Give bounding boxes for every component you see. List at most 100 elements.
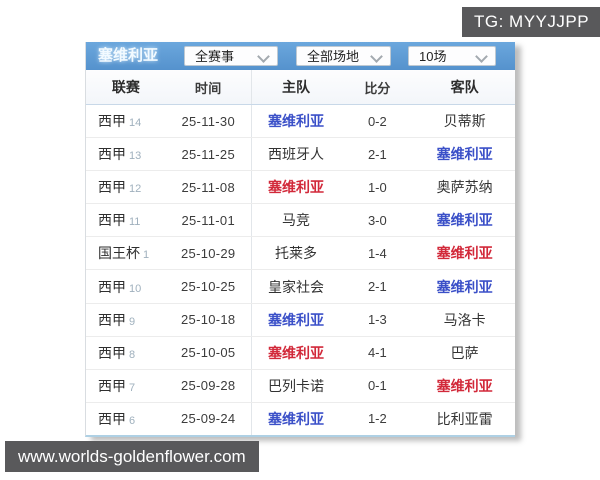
date-cell: 25-10-29 xyxy=(181,245,236,261)
away-team-cell: 塞维利亚 xyxy=(414,210,515,230)
away-team-name: 塞维利亚 xyxy=(436,377,493,394)
away-team-name: 马洛卡 xyxy=(443,311,486,328)
column-header-home: 主队 xyxy=(250,70,341,104)
league-name: 西甲 xyxy=(98,278,126,295)
home-team-cell: 塞维利亚 xyxy=(250,105,341,138)
league-cell: 西甲 11 xyxy=(86,210,166,230)
league-cell: 西甲 10 xyxy=(86,277,166,297)
home-team-name: 皇家社会 xyxy=(268,278,325,295)
score-cell: 0-1 xyxy=(367,378,387,394)
toolbar: 塞维利亚 全赛事 全部场地 10场 xyxy=(86,42,515,70)
league-round: 7 xyxy=(129,381,136,394)
dropdown-venue-value: 全部场地 xyxy=(307,49,360,64)
tg-badge: TG: MYYJJPP xyxy=(462,7,600,37)
home-team-name: 塞维利亚 xyxy=(268,410,325,427)
home-team-cell: 巴列卡诺 xyxy=(250,369,341,402)
table-body: 西甲 14 25-11-30 塞维利亚 0-2 贝蒂斯 西甲 13 25-11-25 西班牙人 2-… xyxy=(86,105,515,435)
score-cell: 2-1 xyxy=(367,146,387,162)
league-name: 西甲 xyxy=(98,344,126,361)
league-round: 11 xyxy=(129,216,141,229)
chevron-down-icon xyxy=(257,50,270,63)
table-row: 西甲 7 25-09-28 巴列卡诺 0-1 塞维利亚 xyxy=(86,369,515,403)
table-row: 西甲 14 25-11-30 塞维利亚 0-2 贝蒂斯 xyxy=(86,105,515,139)
date-cell: 25-11-25 xyxy=(181,146,235,162)
table-row: 西甲 8 25-10-05 塞维利亚 4-1 巴萨 xyxy=(86,336,515,370)
league-cell: 西甲 14 xyxy=(86,111,166,131)
home-team-name: 巴列卡诺 xyxy=(268,377,325,394)
home-team-name: 西班牙人 xyxy=(268,146,325,163)
table-row: 西甲 11 25-11-01 马竞 3-0 塞维利亚 xyxy=(86,204,515,238)
dropdown-venue[interactable]: 全部场地 xyxy=(296,46,391,66)
home-team-name: 马竞 xyxy=(282,212,311,229)
home-team-cell: 皇家社会 xyxy=(250,270,341,303)
away-team-cell: 贝蒂斯 xyxy=(414,111,515,131)
score-cell: 4-1 xyxy=(367,345,387,361)
league-cell: 西甲 6 xyxy=(86,409,166,429)
away-team-cell: 塞维利亚 xyxy=(414,243,515,263)
away-team-name: 比利亚雷 xyxy=(436,410,493,427)
dropdown-competition-value: 全赛事 xyxy=(195,49,235,64)
away-team-name: 塞维利亚 xyxy=(436,146,493,163)
away-team-name: 奥萨苏纳 xyxy=(436,179,493,196)
away-team-name: 塞维利亚 xyxy=(436,212,493,229)
column-header-league: 联赛 xyxy=(111,79,140,95)
team-title: 塞维利亚 xyxy=(98,47,159,64)
date-cell: 25-10-25 xyxy=(181,279,236,295)
league-cell: 西甲 9 xyxy=(86,310,166,330)
away-team-cell: 比利亚雷 xyxy=(414,409,515,429)
score-cell: 2-1 xyxy=(367,279,387,295)
home-team-name: 塞维利亚 xyxy=(268,113,325,130)
chevron-down-icon xyxy=(370,50,383,63)
table-row: 西甲 9 25-10-18 塞维利亚 1-3 马洛卡 xyxy=(86,303,515,337)
home-team-name: 塞维利亚 xyxy=(268,179,325,196)
league-cell: 西甲 12 xyxy=(86,177,166,197)
league-round: 1 xyxy=(143,249,150,262)
date-cell: 25-10-18 xyxy=(181,312,236,328)
league-name: 西甲 xyxy=(98,311,126,328)
score-cell: 0-2 xyxy=(367,113,387,129)
away-team-cell: 塞维利亚 xyxy=(414,144,515,164)
league-name: 西甲 xyxy=(98,410,126,427)
home-team-cell: 托莱多 xyxy=(250,237,341,270)
league-name: 西甲 xyxy=(98,179,126,196)
away-team-cell: 奥萨苏纳 xyxy=(414,177,515,197)
home-team-cell: 塞维利亚 xyxy=(250,303,341,336)
league-name: 西甲 xyxy=(98,146,126,163)
date-cell: 25-11-01 xyxy=(181,212,235,228)
away-team-cell: 巴萨 xyxy=(414,343,515,363)
table-row: 国王杯 1 25-10-29 托莱多 1-4 塞维利亚 xyxy=(86,237,515,271)
league-round: 9 xyxy=(129,315,136,328)
home-team-cell: 塞维利亚 xyxy=(250,336,341,369)
away-team-cell: 塞维利亚 xyxy=(414,277,515,297)
home-team-name: 托莱多 xyxy=(275,245,318,262)
column-header-score: 比分 xyxy=(364,80,391,96)
league-round: 6 xyxy=(129,414,136,427)
away-team-cell: 塞维利亚 xyxy=(414,376,515,396)
chevron-down-icon xyxy=(475,50,488,63)
league-name: 西甲 xyxy=(98,212,126,229)
away-team-name: 巴萨 xyxy=(450,344,479,361)
table-row: 西甲 6 25-09-24 塞维利亚 1-2 比利亚雷 xyxy=(86,402,515,435)
column-header-time: 时间 xyxy=(194,80,222,96)
dropdown-match-count[interactable]: 10场 xyxy=(408,46,496,66)
league-cell: 西甲 13 xyxy=(86,144,166,164)
league-round: 8 xyxy=(129,348,136,361)
score-cell: 1-3 xyxy=(367,312,387,328)
home-team-cell: 马竞 xyxy=(250,204,341,237)
league-round: 12 xyxy=(129,183,142,196)
table-row: 西甲 13 25-11-25 西班牙人 2-1 塞维利亚 xyxy=(86,138,515,172)
column-header-away: 客队 xyxy=(450,79,479,95)
league-name: 西甲 xyxy=(98,113,126,130)
watermark: www.worlds-goldenflower.com xyxy=(5,441,259,472)
league-cell: 国王杯 1 xyxy=(86,243,166,263)
away-team-name: 塞维利亚 xyxy=(436,278,493,295)
away-team-name: 贝蒂斯 xyxy=(443,113,486,130)
league-cell: 西甲 7 xyxy=(86,376,166,396)
date-cell: 25-09-28 xyxy=(181,378,236,394)
league-round: 10 xyxy=(129,282,142,295)
date-cell: 25-09-24 xyxy=(181,411,236,427)
score-cell: 1-4 xyxy=(367,245,387,261)
table-row: 西甲 10 25-10-25 皇家社会 2-1 塞维利亚 xyxy=(86,270,515,304)
dropdown-competition[interactable]: 全赛事 xyxy=(184,46,278,66)
